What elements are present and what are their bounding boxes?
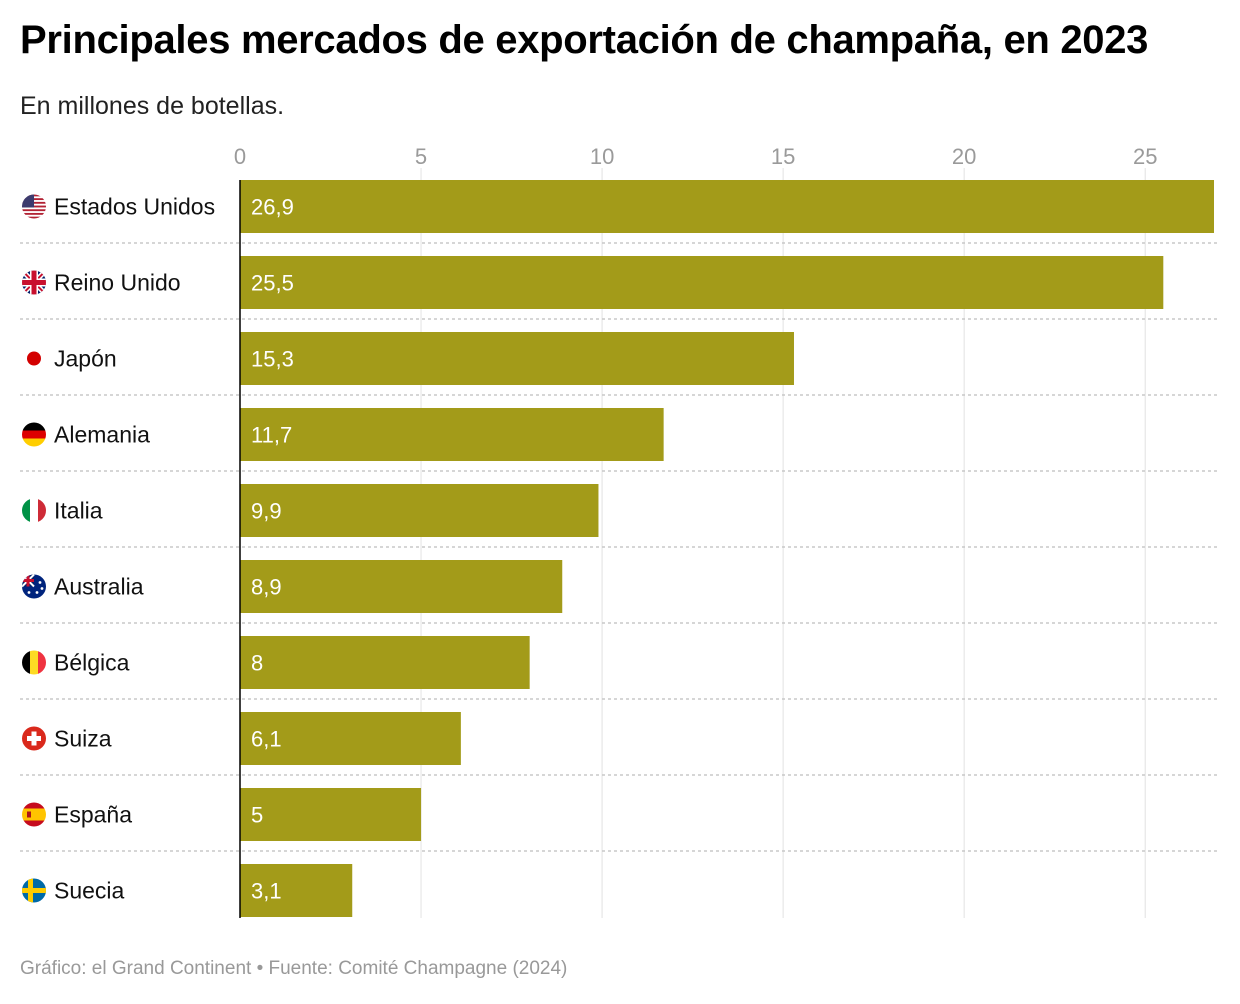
bars: 26,9 25,5 15,3 11,7 9,9 8,9 8 6,1 5 3,1 xyxy=(240,180,1214,917)
italy-flag-icon xyxy=(22,498,46,523)
bar xyxy=(240,256,1164,309)
row-separators xyxy=(20,242,1218,852)
bar xyxy=(240,180,1214,233)
category-label: Japón xyxy=(54,346,117,372)
japan-flag-icon xyxy=(22,346,46,371)
bar-value-label: 9,9 xyxy=(251,499,282,524)
x-tick-label: 25 xyxy=(1133,144,1157,169)
bar xyxy=(240,712,461,765)
spain-flag-icon xyxy=(22,802,46,827)
bar xyxy=(240,636,530,689)
x-tick-label: 20 xyxy=(952,144,976,169)
bar xyxy=(240,864,353,917)
x-axis-ticks: 0 5 10 15 20 25 xyxy=(234,144,1158,169)
category-label: España xyxy=(54,802,132,828)
category-labels: Estados Unidos Reino Unido Japón Alemania It… xyxy=(22,194,215,904)
bar-value-label: 15,3 xyxy=(251,347,294,372)
category-label: Bélgica xyxy=(54,650,130,676)
switzerland-flag-icon xyxy=(22,726,46,751)
bar-value-label: 8,9 xyxy=(251,575,282,600)
category-label: Italia xyxy=(54,498,103,524)
uk-flag-icon xyxy=(22,270,46,295)
bar-value-label: 26,9 xyxy=(251,195,294,220)
category-label: Estados Unidos xyxy=(54,194,215,220)
sweden-flag-icon xyxy=(22,878,46,903)
belgium-flag-icon xyxy=(22,650,46,675)
bar xyxy=(240,788,422,841)
source-footer: Gráfico: el Grand Continent • Fuente: Co… xyxy=(20,958,568,979)
bar-value-label: 5 xyxy=(251,803,263,828)
x-tick-label: 15 xyxy=(771,144,795,169)
bar-value-label: 8 xyxy=(251,651,263,676)
bar-value-label: 25,5 xyxy=(251,271,294,296)
category-label: Suiza xyxy=(54,726,112,752)
category-label: Suecia xyxy=(54,878,125,904)
bar xyxy=(240,484,599,537)
x-tick-label: 5 xyxy=(415,144,427,169)
bar-value-label: 3,1 xyxy=(251,879,282,904)
category-label: Alemania xyxy=(54,422,150,448)
bar xyxy=(240,560,563,613)
germany-flag-icon xyxy=(22,422,46,447)
chart-title: Principales mercados de exportación de c… xyxy=(20,18,1149,62)
x-tick-label: 0 xyxy=(234,144,246,169)
bar-value-label: 6,1 xyxy=(251,727,282,752)
australia-flag-icon xyxy=(22,574,46,599)
category-label: Reino Unido xyxy=(54,270,181,296)
bar xyxy=(240,408,664,461)
bar xyxy=(240,332,794,385)
bar-value-label: 11,7 xyxy=(251,423,292,448)
us-flag-icon xyxy=(22,194,46,219)
x-tick-label: 10 xyxy=(590,144,614,169)
category-label: Australia xyxy=(54,574,144,600)
chart-subtitle: En millones de botellas. xyxy=(20,92,285,120)
